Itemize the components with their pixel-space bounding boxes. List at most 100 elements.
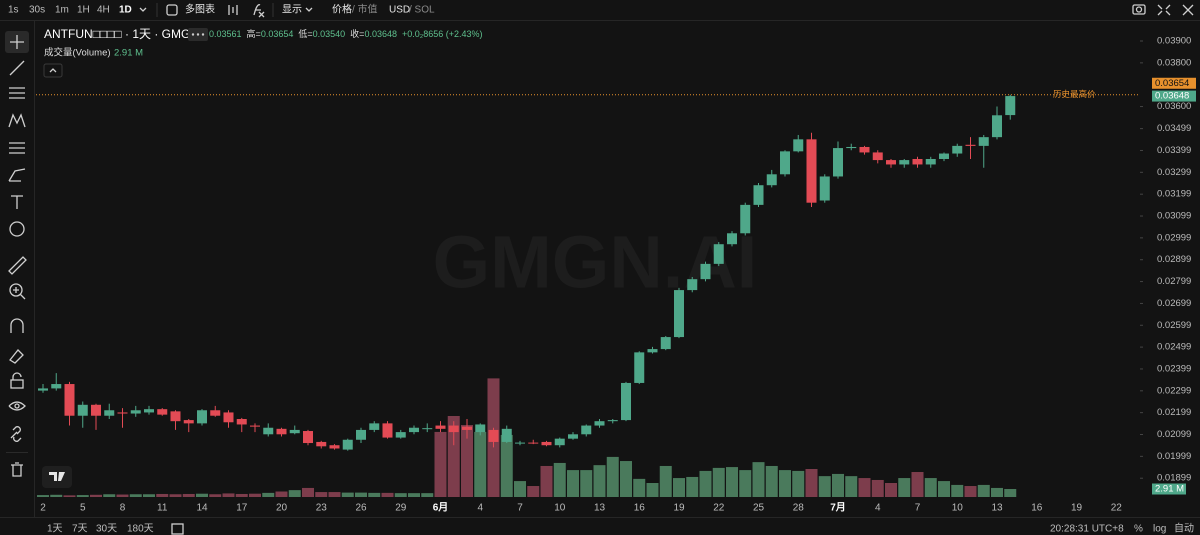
text-tool[interactable] <box>11 195 23 209</box>
candle-body <box>236 418 247 425</box>
candle-body <box>965 144 976 146</box>
candle-body <box>263 427 274 435</box>
interval[interactable]: 1D <box>119 5 132 16</box>
market-cap-toggle[interactable]: / 市值 <box>352 3 378 16</box>
candle-body <box>939 153 949 159</box>
price-toggle[interactable]: 价格 <box>332 3 352 16</box>
projection-tool[interactable] <box>9 142 25 154</box>
x-tick-label: 29 <box>395 503 407 514</box>
volume-bar <box>50 494 63 497</box>
ohlc-value: 0.03540 <box>313 29 346 39</box>
volume-bar <box>845 476 858 497</box>
fib-tool[interactable] <box>9 87 25 99</box>
volume-bar <box>991 487 1003 497</box>
y-tick-label: 0.03600 <box>1157 101 1191 112</box>
candle-body <box>369 423 380 430</box>
volume-bar <box>792 470 805 497</box>
magnet-tool[interactable] <box>10 318 24 333</box>
emoji-tool[interactable] <box>9 221 25 237</box>
x-tick-label: 17 <box>236 503 248 514</box>
candle-body <box>356 429 366 440</box>
pattern-tool[interactable] <box>8 113 26 128</box>
volume-bar <box>302 487 314 497</box>
display-menu[interactable]: 显示 <box>282 4 302 16</box>
volume-bar <box>567 470 579 497</box>
interval[interactable]: 1H <box>77 5 90 16</box>
interval[interactable]: 4H <box>97 5 110 16</box>
candle-body <box>316 441 327 447</box>
lock-tool[interactable] <box>10 379 24 389</box>
range-button[interactable]: 180天 <box>127 524 154 535</box>
x-tick-label: 16 <box>634 503 646 514</box>
x-tick-label: 11 <box>157 503 168 514</box>
x-tick-label: 7月 <box>830 502 846 514</box>
multi-chart[interactable]: 多图表 <box>185 3 215 16</box>
zoom-tool[interactable] <box>9 283 23 297</box>
x-tick-label: 26 <box>355 503 367 514</box>
candle-body <box>952 145 963 154</box>
volume-bar <box>355 492 367 497</box>
range-button[interactable]: 1天 <box>47 524 63 535</box>
percent-toggle[interactable]: % <box>1134 524 1143 535</box>
ruler-tool[interactable] <box>8 256 27 275</box>
volume-bar <box>434 431 447 497</box>
y-tick-label: 0.02799 <box>1157 276 1191 287</box>
expand-icon[interactable] <box>1182 4 1194 16</box>
collapse-icon <box>49 68 57 73</box>
auto-toggle[interactable]: 自动 <box>1174 522 1194 535</box>
crosshair-tool[interactable] <box>10 35 24 49</box>
candle-body <box>91 404 101 416</box>
screenshot-icon[interactable] <box>1132 4 1146 15</box>
y-tick-label: 0.03900 <box>1157 36 1191 47</box>
candle-body <box>727 233 737 245</box>
interval[interactable]: 30s <box>29 5 45 16</box>
volume-bar <box>553 462 566 497</box>
checkbox[interactable] <box>166 4 178 16</box>
trendline-tool[interactable] <box>9 60 25 76</box>
brush-tool[interactable] <box>8 168 26 182</box>
volume-bar <box>752 462 765 497</box>
tv-logo <box>49 472 65 481</box>
volume-bar <box>461 425 473 497</box>
volume-bar <box>421 493 434 497</box>
volume-bar <box>76 495 89 497</box>
stay-drawing-tool[interactable] <box>9 349 24 364</box>
candle-body <box>713 244 724 264</box>
delete-tool[interactable] <box>11 462 23 477</box>
dropdown-icon[interactable] <box>139 7 147 12</box>
collapse-button[interactable] <box>43 63 63 78</box>
candle-body <box>38 388 48 391</box>
calendar-icon[interactable] <box>171 523 184 535</box>
y-tick-label: 0.01999 <box>1157 451 1191 462</box>
currency-toggle[interactable]: USD <box>389 5 410 16</box>
ohlc-value: 0.03648 <box>364 29 397 39</box>
dropdown-icon[interactable] <box>305 7 313 12</box>
range-button[interactable]: 7天 <box>72 524 88 535</box>
visibility-tool[interactable] <box>8 401 26 411</box>
candle-body <box>303 431 313 444</box>
volume-bar <box>951 484 964 497</box>
clock: 20:28:31 UTC+8 <box>1050 524 1124 535</box>
candle-body <box>846 146 857 149</box>
volume-bar <box>699 470 712 497</box>
range-button[interactable]: 30天 <box>96 524 117 535</box>
log-toggle[interactable]: log <box>1153 524 1166 535</box>
indicator-icon[interactable] <box>228 5 238 15</box>
menu-dot <box>191 33 195 36</box>
alt-currency-toggle[interactable]: / SOL <box>409 5 435 16</box>
link-tool[interactable] <box>10 426 22 442</box>
fx-icon[interactable] <box>253 4 265 18</box>
y-tick-label: 0.03800 <box>1157 57 1191 68</box>
volume-bar <box>938 481 950 497</box>
candle-body <box>422 428 433 430</box>
volume-bar <box>169 494 182 497</box>
candle-body <box>594 421 605 426</box>
interval[interactable]: 1s <box>8 5 19 16</box>
candle-body <box>64 384 75 416</box>
fullscreen-icon[interactable] <box>1157 4 1171 16</box>
x-tick-label: 13 <box>991 503 1003 514</box>
candle-body <box>899 160 910 165</box>
interval[interactable]: 1m <box>55 5 69 16</box>
candle-body <box>1005 96 1016 116</box>
candle-body <box>342 439 353 450</box>
